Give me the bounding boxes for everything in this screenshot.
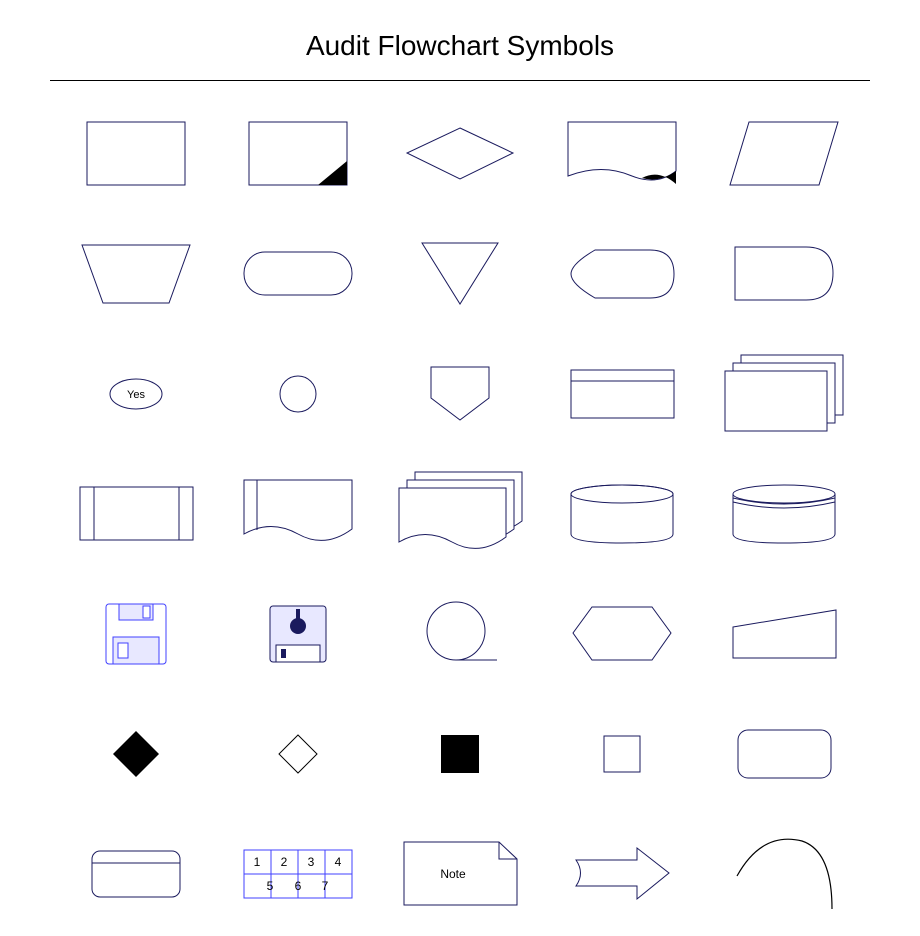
rect-wave-triangle-icon — [567, 121, 677, 186]
card-2 — [60, 831, 212, 916]
rect-slant-top-icon — [732, 609, 837, 659]
triangle-down-icon — [420, 241, 500, 306]
off-page — [384, 351, 536, 436]
parallelogram-icon — [729, 121, 839, 186]
cylinder-striped-icon — [732, 484, 837, 544]
pentagon-down-icon — [430, 366, 490, 421]
arc-curve-icon — [732, 836, 837, 911]
rect-topline-icon — [91, 850, 181, 898]
diamond-icon — [405, 126, 515, 181]
database — [546, 471, 698, 556]
merge — [384, 231, 536, 316]
svg-text:3: 3 — [308, 855, 315, 869]
svg-text:7: 7 — [322, 879, 329, 893]
svg-text:5: 5 — [267, 879, 274, 893]
arc — [708, 831, 860, 916]
square-outline-icon — [603, 735, 641, 773]
rect-corner-icon — [248, 121, 348, 186]
svg-text:4: 4 — [335, 855, 342, 869]
svg-text:Yes: Yes — [127, 389, 145, 401]
connector — [222, 351, 374, 436]
on-page-ref-yes: Yes — [60, 351, 212, 436]
floppy-filled-icon — [269, 605, 327, 663]
rounded-rect-icon — [737, 729, 832, 779]
manual-input — [708, 591, 860, 676]
diskette-2 — [222, 591, 374, 676]
white-square — [546, 711, 698, 796]
sort-diamond-outline — [222, 711, 374, 796]
svg-text:1: 1 — [254, 855, 261, 869]
title-divider — [50, 80, 870, 81]
multi-document — [708, 351, 860, 436]
card — [546, 351, 698, 436]
ellipse-yes-icon: Yes — [109, 378, 164, 410]
keypad: 1 2 3 4 5 6 7 — [222, 831, 374, 916]
document-stack — [222, 471, 374, 556]
bullet-left-icon — [570, 249, 675, 299]
delay — [708, 231, 860, 316]
decision — [384, 111, 536, 196]
cylinder-icon — [570, 484, 675, 544]
multi-document-2 — [384, 471, 536, 556]
black-square — [384, 711, 536, 796]
note-foldcorner-icon: Note — [403, 841, 518, 906]
stacked-documents-icon — [398, 471, 523, 556]
sort-diamond — [60, 711, 212, 796]
rect-icon — [86, 121, 186, 186]
circle-icon — [279, 375, 317, 413]
manual-operation — [60, 231, 212, 316]
square-filled-icon — [440, 734, 480, 774]
arrow — [546, 831, 698, 916]
rect-topbar-icon — [570, 369, 675, 419]
half-stadium-icon — [734, 246, 834, 301]
stacked-rects-icon — [724, 354, 844, 434]
svg-text:Note: Note — [440, 867, 466, 881]
stadium-icon — [243, 251, 353, 296]
tagged-document — [546, 111, 698, 196]
floppy-outline-icon — [105, 603, 167, 665]
hexagon-icon — [572, 606, 672, 661]
diamond-small-icon — [278, 734, 318, 774]
page-title: Audit Flowchart Symbols — [50, 30, 870, 62]
circle-tail-icon — [423, 601, 498, 666]
svg-text:2: 2 — [281, 855, 288, 869]
arrow-right-icon — [575, 846, 670, 901]
predefined — [60, 471, 212, 556]
tagged-process — [222, 111, 374, 196]
rounded-rect — [708, 711, 860, 796]
process-rect — [60, 111, 212, 196]
trapezoid-icon — [81, 244, 191, 304]
terminator — [222, 231, 374, 316]
diamond-filled-icon — [112, 730, 160, 778]
svg-text:6: 6 — [295, 879, 302, 893]
keypad-grid-icon: 1 2 3 4 5 6 7 — [243, 849, 353, 899]
preparation — [546, 591, 698, 676]
symbol-grid: Yes — [50, 111, 870, 916]
rect-double-side-icon — [79, 486, 194, 541]
document-icon — [243, 479, 353, 549]
tape — [384, 591, 536, 676]
note: Note — [384, 831, 536, 916]
display — [546, 231, 698, 316]
direct-data — [708, 471, 860, 556]
data — [708, 111, 860, 196]
diskette-1 — [60, 591, 212, 676]
